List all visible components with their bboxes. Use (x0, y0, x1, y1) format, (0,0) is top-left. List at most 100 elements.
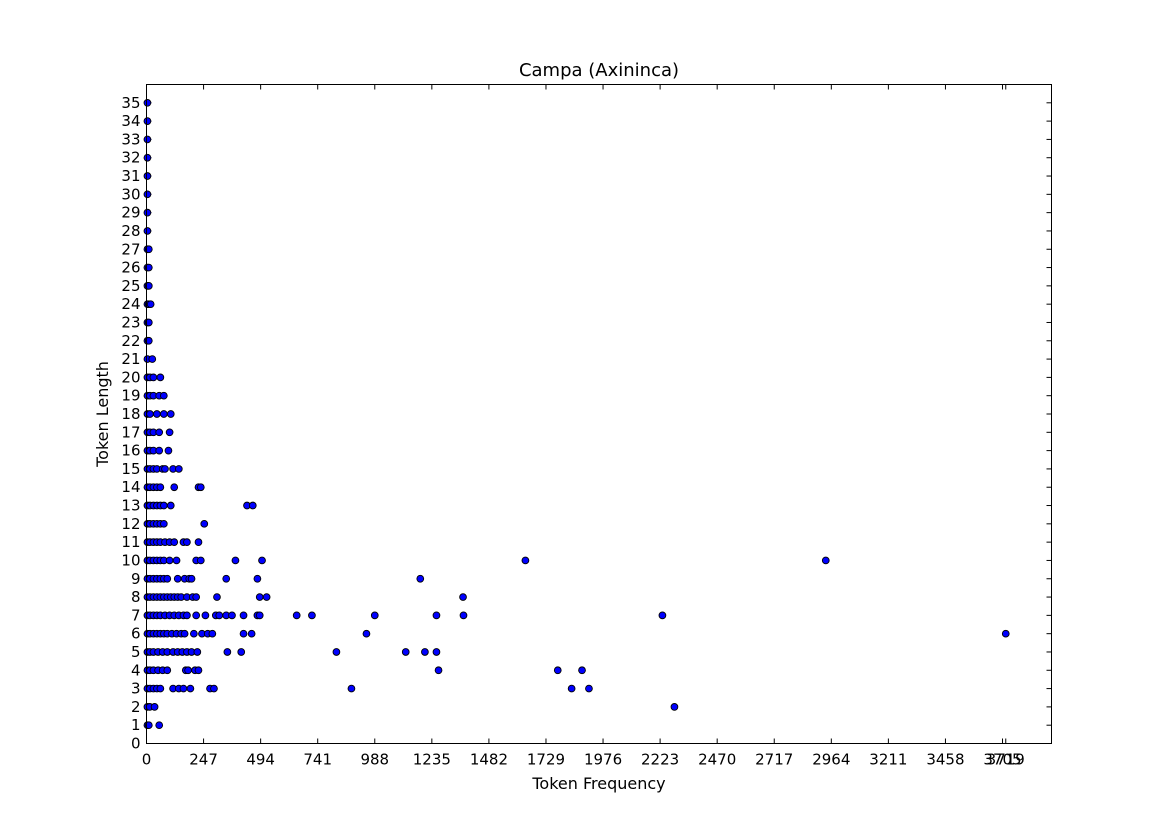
x-tick-label: 3719 (987, 751, 1025, 769)
y-tick-label: 34 (121, 112, 140, 130)
y-tick-label: 23 (121, 313, 140, 331)
x-tick-label: 1729 (527, 751, 565, 769)
data-point (201, 611, 210, 620)
data-point (144, 245, 153, 254)
y-tick-label: 18 (121, 405, 140, 423)
y-tick-label: 1 (131, 716, 141, 734)
data-point (170, 538, 179, 546)
data-point (362, 629, 371, 638)
data-point (146, 300, 155, 309)
data-point (166, 501, 175, 510)
axis-ticks: 0 247 494 741 988 1235 1482 1729 1976 2223 2470 271… (121, 84, 1052, 769)
data-point (258, 556, 266, 565)
x-tick-label: 2964 (812, 751, 850, 769)
data-point (459, 593, 467, 601)
data-point (223, 648, 232, 656)
x-axis-label: Token Frequency (531, 774, 665, 793)
x-tick-label: 1976 (584, 751, 622, 769)
x-tick-label: 1482 (470, 751, 508, 769)
plot-area-frame (146, 84, 1052, 744)
data-point (143, 153, 152, 162)
data-point (156, 684, 165, 693)
y-tick-label: 27 (121, 240, 140, 258)
data-point (170, 483, 179, 492)
y-tick-label: 32 (121, 149, 140, 167)
y-tick-label: 14 (121, 478, 140, 496)
data-point (143, 227, 152, 235)
data-point (231, 556, 240, 565)
data-point (144, 263, 153, 272)
x-tick-label: 2717 (755, 751, 793, 769)
data-point (196, 556, 205, 565)
data-point (159, 391, 168, 400)
data-point (567, 684, 576, 693)
x-tick-label: 2223 (641, 751, 679, 769)
x-tick-label: 3211 (869, 751, 907, 769)
x-tick-label: 494 (246, 751, 275, 769)
data-point (253, 574, 262, 583)
y-tick-label: 15 (121, 460, 140, 478)
x-tick-label: 988 (360, 751, 389, 769)
y-tick-label: 7 (131, 606, 141, 624)
data-point (222, 574, 231, 583)
data-point (578, 666, 586, 675)
y-tick-label: 33 (121, 130, 140, 148)
data-point (159, 519, 168, 528)
data-point (190, 629, 198, 638)
data-point (194, 666, 203, 675)
data-point (421, 648, 429, 656)
data-point (347, 684, 356, 693)
data-point (239, 629, 248, 638)
data-point (144, 721, 153, 730)
data-point (370, 611, 379, 620)
y-tick-label: 25 (121, 277, 140, 295)
data-point (200, 519, 209, 528)
data-point (143, 117, 152, 125)
data-point (228, 611, 236, 620)
y-tick-label: 20 (121, 368, 140, 386)
data-point (163, 666, 172, 675)
data-point (521, 556, 530, 565)
data-point (180, 629, 189, 638)
data-point (237, 648, 246, 656)
data-point (156, 483, 165, 492)
data-point (153, 410, 161, 418)
data-point (187, 574, 196, 583)
data-point (239, 611, 248, 620)
y-tick-label: 5 (131, 643, 141, 661)
data-point (143, 98, 152, 107)
y-tick-label: 4 (131, 661, 141, 679)
data-point (255, 611, 264, 620)
data-point (179, 684, 188, 693)
data-point (159, 410, 168, 418)
data-point (1001, 629, 1010, 638)
data-point (192, 611, 201, 620)
y-tick-label: 29 (121, 204, 140, 222)
data-point (255, 593, 264, 601)
data-point (173, 574, 182, 583)
y-tick-label: 22 (121, 332, 140, 350)
y-tick-label: 21 (121, 350, 140, 368)
x-tick-label: 0 (142, 751, 152, 769)
data-point (658, 611, 667, 620)
y-tick-label: 3 (131, 680, 141, 698)
y-tick-label: 13 (121, 497, 140, 515)
data-point (150, 703, 159, 711)
data-point (156, 373, 165, 382)
data-points (143, 98, 1010, 730)
y-tick-label: 26 (121, 259, 140, 277)
data-point (143, 190, 152, 199)
y-tick-label: 12 (121, 515, 140, 533)
data-point (174, 465, 183, 473)
y-tick-label: 16 (121, 442, 140, 460)
data-point (165, 556, 174, 565)
y-tick-label: 2 (131, 698, 141, 716)
data-point (186, 684, 195, 693)
data-point (163, 574, 172, 583)
y-tick-label: 0 (131, 735, 141, 753)
data-point (585, 684, 593, 693)
y-tick-label: 35 (121, 94, 140, 112)
data-point (247, 629, 256, 638)
data-point (213, 593, 221, 601)
